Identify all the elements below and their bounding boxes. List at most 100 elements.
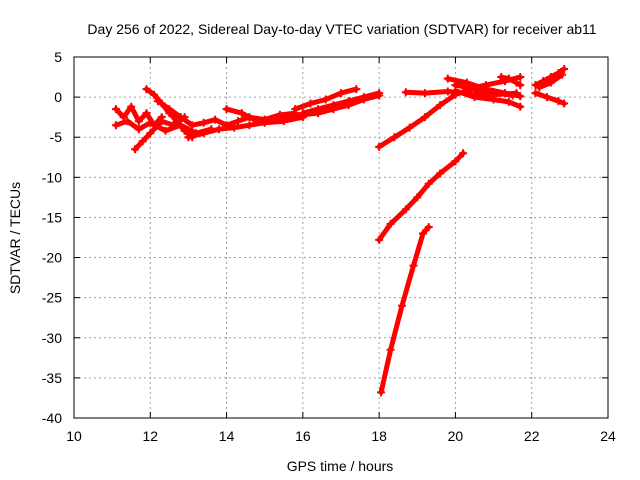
data-point xyxy=(199,118,208,127)
x-tick-label: 18 xyxy=(371,428,387,444)
x-tick-label: 20 xyxy=(448,428,464,444)
data-point xyxy=(131,145,140,154)
data-point xyxy=(451,157,460,166)
data-point xyxy=(489,88,498,97)
data-point xyxy=(314,105,323,114)
x-tick-label: 12 xyxy=(142,428,158,444)
series-trace-8 xyxy=(298,89,384,118)
grid xyxy=(74,57,608,418)
data-point xyxy=(424,223,433,232)
data-point xyxy=(138,137,147,146)
data-point xyxy=(111,121,120,130)
data-point xyxy=(516,81,525,90)
series-line xyxy=(378,224,432,395)
data-point xyxy=(470,93,479,102)
data-point xyxy=(134,125,143,134)
data-point xyxy=(150,90,159,99)
data-point xyxy=(516,102,525,111)
data-point xyxy=(146,129,155,138)
y-tick-label: -10 xyxy=(42,169,62,185)
data-point xyxy=(419,229,428,238)
data-point xyxy=(329,101,338,110)
data-point xyxy=(142,109,151,118)
data-point xyxy=(123,117,132,126)
data-point xyxy=(504,97,513,106)
data-point xyxy=(157,117,166,126)
data-point xyxy=(344,97,353,106)
series-layer xyxy=(111,65,569,397)
data-point xyxy=(401,88,410,97)
data-point xyxy=(451,81,460,90)
data-point xyxy=(230,123,239,132)
data-point xyxy=(321,95,330,104)
data-point xyxy=(146,118,155,127)
data-point xyxy=(188,121,197,130)
series-trace-20 xyxy=(375,149,468,244)
series-trace-18 xyxy=(531,89,569,108)
data-point xyxy=(184,133,193,142)
data-point xyxy=(413,193,422,202)
data-point xyxy=(337,89,345,98)
data-point xyxy=(516,92,525,101)
y-tick-label: -40 xyxy=(42,410,62,426)
data-point xyxy=(359,93,368,102)
y-tick-label: -30 xyxy=(42,330,62,346)
series-trace-13 xyxy=(451,86,525,111)
data-point xyxy=(111,105,120,114)
x-tick-label: 14 xyxy=(219,428,235,444)
data-point xyxy=(443,74,452,83)
y-tick-label: -20 xyxy=(42,250,62,266)
data-point xyxy=(172,117,181,126)
data-point xyxy=(436,101,445,110)
data-point xyxy=(470,85,479,94)
data-point xyxy=(245,121,254,130)
data-point xyxy=(516,73,525,82)
data-point xyxy=(169,121,178,130)
data-point xyxy=(409,261,418,270)
x-tick-label: 10 xyxy=(66,428,82,444)
data-point xyxy=(352,85,361,94)
series-trace-19 xyxy=(535,70,567,92)
y-tick-label: 0 xyxy=(54,89,62,105)
data-point xyxy=(161,126,170,135)
data-point xyxy=(375,235,384,244)
data-point xyxy=(398,301,407,310)
data-point xyxy=(176,113,185,122)
series-trace-6 xyxy=(184,113,307,142)
data-point xyxy=(234,117,243,126)
data-point xyxy=(134,117,143,126)
y-tick-label: -15 xyxy=(42,209,62,225)
data-point xyxy=(291,105,300,114)
series-trace-9 xyxy=(291,85,361,114)
data-point xyxy=(560,99,569,108)
data-point xyxy=(165,105,174,114)
series-trace-15 xyxy=(497,73,525,90)
data-point xyxy=(253,117,262,126)
series-line xyxy=(452,82,516,98)
y-tick-label: -5 xyxy=(50,129,63,145)
data-point xyxy=(142,85,151,94)
data-point xyxy=(560,65,569,74)
data-point xyxy=(424,179,433,188)
data-point xyxy=(420,89,429,98)
data-point xyxy=(497,73,506,82)
data-point xyxy=(298,109,307,118)
data-point xyxy=(386,345,395,354)
data-point xyxy=(558,70,567,79)
data-point xyxy=(127,102,136,111)
data-point xyxy=(535,83,544,92)
x-axis-label: GPS time / hours xyxy=(287,458,394,474)
data-point xyxy=(420,113,429,122)
plot-frame xyxy=(73,56,609,419)
series-line xyxy=(132,114,188,152)
y-tick-label: -25 xyxy=(42,290,62,306)
data-point xyxy=(283,113,292,122)
data-point xyxy=(546,78,555,87)
series-trace-16 xyxy=(451,81,517,100)
data-point xyxy=(401,205,410,214)
x-tick-label: 24 xyxy=(600,428,616,444)
ticks: 10 12 14 16 18 20 22 24 5 0 -5 -10 -15 -20 -25 -30 -35 -4… xyxy=(42,49,616,444)
y-axis-label: SDTVAR / TECUs xyxy=(7,182,23,294)
x-tick-label: 22 xyxy=(524,428,540,444)
